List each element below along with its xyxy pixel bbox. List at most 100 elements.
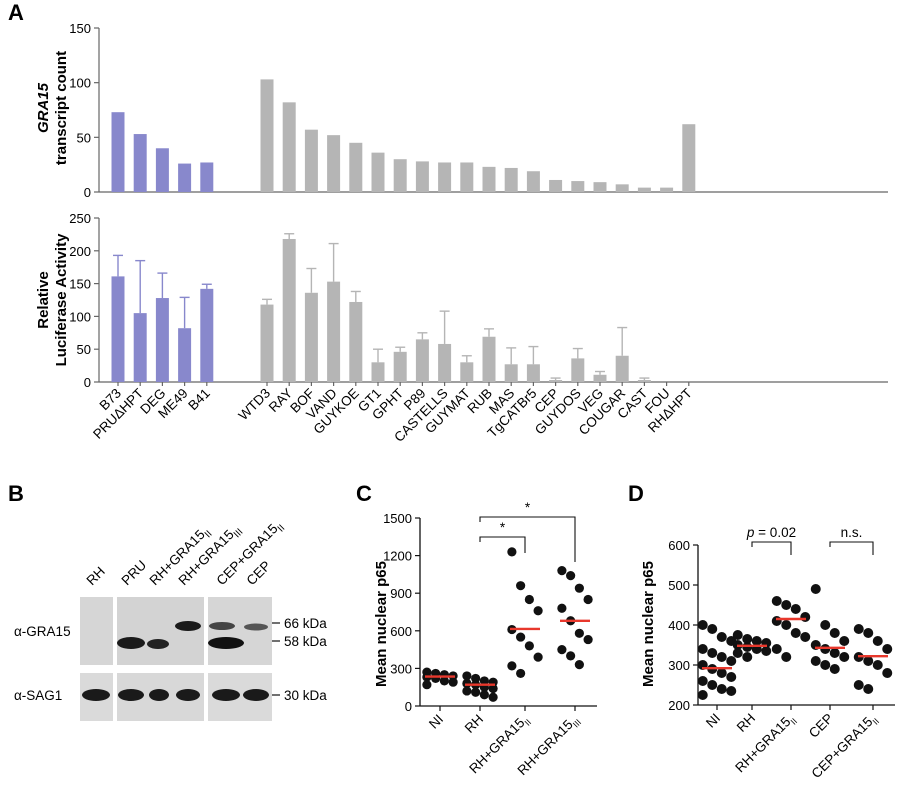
band-cep-gra15-ii-58 bbox=[208, 637, 244, 649]
y-tick-label-300: 300 bbox=[668, 658, 690, 673]
data-point-cep-gra15ii bbox=[853, 624, 864, 634]
data-point-rh-gra15iii bbox=[574, 660, 584, 670]
y-axis-label-luciferase-1: Relative bbox=[35, 271, 52, 329]
y-tick-label-150: 150 bbox=[69, 21, 91, 36]
y-axis-label-c: Mean nuclear p65 bbox=[373, 561, 390, 687]
y-tick-label-250: 250 bbox=[69, 211, 91, 226]
band-pru-58 bbox=[117, 637, 145, 649]
x-tick-label-cep: CEP bbox=[806, 711, 836, 741]
y-axis-label-d: Mean nuclear p65 bbox=[640, 561, 657, 687]
data-point-rh-gra15ii bbox=[524, 641, 534, 651]
data-point-ni bbox=[716, 632, 727, 642]
data-point-rh bbox=[488, 683, 498, 694]
y-tick-label-100: 100 bbox=[69, 309, 91, 324]
data-point-cep bbox=[810, 656, 821, 666]
band-sag1-rh-gra15-ii bbox=[149, 689, 169, 701]
lane-label-rh: RH bbox=[84, 564, 108, 588]
data-point-rh bbox=[462, 686, 472, 696]
bar-vand bbox=[327, 281, 341, 382]
significance-bracket-1 bbox=[479, 516, 576, 562]
bar-me49 bbox=[178, 328, 192, 382]
data-point-ni bbox=[707, 680, 718, 690]
data-point-rh-gra15ii bbox=[781, 652, 792, 662]
bar-guymat bbox=[460, 162, 474, 192]
data-point-ni bbox=[726, 672, 737, 682]
data-point-cep-gra15ii bbox=[882, 668, 893, 678]
blot-row-label-sag1: α-SAG1 bbox=[14, 688, 62, 703]
lane-label-pru: PRU bbox=[119, 557, 150, 588]
y-tick-label-150: 150 bbox=[69, 277, 91, 292]
band-rh-gra15-iii-66 bbox=[175, 621, 201, 631]
band-rh-gra15-ii-58 bbox=[147, 639, 169, 649]
data-point-rh-gra15ii bbox=[800, 612, 811, 622]
y-tick-label-0: 0 bbox=[84, 185, 91, 200]
data-point-rh-gra15iii bbox=[557, 566, 567, 576]
data-point-rh-gra15iii bbox=[574, 628, 584, 638]
data-point-rh bbox=[742, 634, 753, 644]
data-point-cep-gra15ii bbox=[882, 644, 893, 654]
y-tick-label-200: 200 bbox=[668, 698, 690, 713]
y-tick-label-400: 400 bbox=[668, 618, 690, 633]
chart-gra15-transcript: GRA15 transcript count 0 50 100 150 bbox=[35, 21, 888, 200]
significance-bracket-0 bbox=[479, 536, 526, 553]
x-tick-label-rh: RH bbox=[462, 712, 486, 736]
significance-bracket-0 bbox=[751, 541, 792, 555]
bar-deg bbox=[155, 148, 169, 192]
bar-vand bbox=[327, 135, 341, 192]
data-point-rh-gra15ii bbox=[771, 596, 782, 606]
bar-guykoe bbox=[349, 142, 363, 192]
bar-cast bbox=[637, 380, 651, 382]
data-point-rh-gra15ii bbox=[800, 632, 811, 642]
band-sag1-rh bbox=[82, 689, 110, 701]
band-cep-gra15-ii-66 bbox=[209, 622, 235, 630]
y-tick-label-1500: 1500 bbox=[383, 511, 412, 526]
bar-wtd3 bbox=[260, 304, 274, 382]
bar-castells bbox=[438, 343, 452, 382]
x-tick-label-rh: RH bbox=[734, 711, 758, 735]
bar-guymat bbox=[460, 362, 474, 382]
data-point-rh-gra15ii bbox=[516, 632, 526, 642]
y-tick-label-200: 200 bbox=[69, 244, 91, 259]
data-point-rh-gra15iii bbox=[583, 634, 593, 645]
bar-cougar bbox=[615, 184, 629, 192]
bar-gpht bbox=[393, 159, 407, 192]
data-point-cep-gra15ii bbox=[872, 636, 883, 646]
panel-letter-a: A bbox=[8, 0, 24, 25]
data-point-rh bbox=[751, 636, 762, 646]
y-axis-label-transcript-2: transcript count bbox=[53, 51, 70, 165]
data-point-ni bbox=[431, 673, 441, 684]
bar-deg bbox=[155, 298, 169, 382]
data-point-ni bbox=[697, 676, 708, 686]
y-tick-label-1200: 1200 bbox=[383, 549, 412, 564]
bar-gt1 bbox=[371, 152, 385, 192]
bar-mas bbox=[504, 167, 518, 192]
panel-letter-c: C bbox=[356, 481, 372, 506]
bar-guydos bbox=[571, 181, 585, 192]
marker-66-kda: 66 kDa bbox=[284, 616, 327, 631]
bar-rh-hpt bbox=[682, 124, 696, 192]
bar-cougar bbox=[615, 355, 629, 382]
data-point-cep bbox=[839, 652, 850, 662]
data-point-rh bbox=[761, 646, 772, 656]
significance-label-0: p = 0.02 bbox=[746, 525, 796, 540]
band-sag1-cep-gra15-ii bbox=[212, 689, 240, 701]
data-point-cep bbox=[820, 620, 831, 630]
data-point-ni bbox=[697, 644, 708, 654]
y-tick-label-100: 100 bbox=[69, 76, 91, 91]
data-point-cep-gra15ii bbox=[853, 680, 864, 690]
bar-cast bbox=[637, 187, 651, 192]
bar-p89 bbox=[415, 161, 429, 192]
bar-me49 bbox=[178, 163, 192, 192]
bar-ray bbox=[282, 238, 296, 382]
data-point-rh-gra15ii bbox=[507, 547, 517, 557]
blot-strip-3-top bbox=[208, 597, 272, 665]
data-point-rh-gra15ii bbox=[771, 616, 782, 626]
data-point-ni bbox=[707, 624, 718, 634]
bar-pru-hpt bbox=[133, 313, 147, 382]
data-point-rh-gra15ii bbox=[771, 644, 782, 654]
bar-rub bbox=[482, 336, 496, 382]
data-point-ni bbox=[697, 620, 708, 630]
